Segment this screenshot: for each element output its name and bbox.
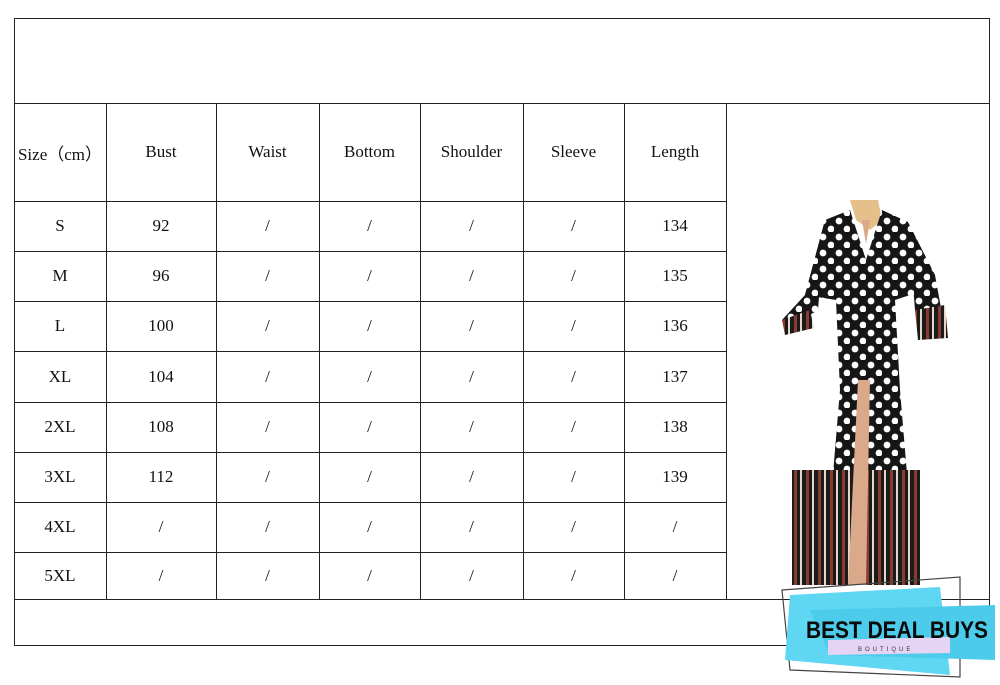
table-cell: / [469, 417, 474, 436]
table-cell: / [469, 216, 474, 235]
table-cell: / [672, 517, 678, 536]
model-dress-photo [782, 200, 948, 585]
table-border [319, 103, 320, 599]
table-cell: 139 [662, 467, 688, 486]
column-header: Size（cm） [17, 144, 103, 164]
table-cell: / [265, 565, 270, 585]
table-border [420, 103, 421, 599]
table-cell: 96 [152, 266, 170, 285]
table-border [14, 18, 15, 646]
table-cell: 112 [148, 467, 174, 486]
best-deal-buys-logo: BEST DEAL BUYS BOUTIQUE [781, 576, 995, 678]
table-cell: 104 [148, 366, 174, 386]
table-cell: / [571, 216, 576, 235]
table-cell: 136 [662, 316, 688, 335]
size-label: S [55, 216, 65, 235]
table-cell: / [571, 266, 576, 285]
table-border [106, 103, 107, 599]
table-cell: / [469, 467, 474, 486]
table-cell: / [571, 417, 576, 436]
table-border [216, 103, 217, 599]
table-border [14, 251, 727, 252]
table-cell: / [571, 565, 576, 585]
table-cell: / [571, 316, 576, 335]
table-cell: / [265, 216, 270, 235]
size-label: 2XL [44, 417, 76, 436]
table-cell: 138 [662, 417, 688, 436]
table-cell: / [469, 366, 474, 386]
table-border [14, 402, 727, 403]
size-label: 4XL [44, 517, 76, 536]
column-header: Length [650, 142, 700, 161]
table-cell: / [265, 517, 270, 536]
column-header: Waist [248, 142, 287, 161]
table-border [14, 502, 727, 503]
size-label: M [52, 266, 68, 285]
table-border [14, 103, 990, 104]
size-label: XL [48, 366, 72, 386]
table-cell: / [367, 366, 372, 386]
table-cell: / [367, 467, 372, 486]
table-cell: / [571, 517, 576, 536]
table-cell: 137 [662, 366, 688, 386]
table-border [14, 599, 990, 600]
table-cell: / [265, 417, 270, 436]
table-cell: / [265, 266, 270, 285]
table-border [14, 201, 727, 202]
table-cell: / [367, 517, 372, 536]
table-cell: 100 [148, 316, 174, 335]
size-label: 3XL [44, 467, 76, 486]
table-cell: / [265, 366, 270, 386]
table-cell: / [469, 517, 474, 536]
table-cell: / [367, 216, 372, 235]
table-cell: 134 [662, 216, 688, 235]
table-border [14, 351, 727, 352]
table-border [14, 18, 990, 19]
table-cell: 135 [662, 266, 688, 285]
logo-subtitle: BOUTIQUE [858, 647, 913, 653]
table-cell: / [571, 467, 576, 486]
table-border [523, 103, 524, 599]
table-cell: / [672, 565, 678, 585]
table-border [989, 18, 990, 646]
table-cell: 92 [152, 216, 170, 235]
size-label: 5XL [44, 565, 76, 585]
table-border [14, 645, 990, 646]
table-cell: / [367, 565, 372, 585]
table-cell: / [367, 417, 372, 436]
table-cell: / [367, 316, 372, 335]
table-cell: / [158, 517, 164, 536]
table-border [726, 103, 727, 599]
column-header: Shoulder [440, 142, 503, 161]
table-border [624, 103, 625, 599]
column-header: Bust [145, 142, 177, 161]
table-cell: / [469, 316, 474, 335]
table-cell: / [367, 266, 372, 285]
column-header: Sleeve [550, 142, 597, 161]
table-cell: 108 [148, 417, 174, 436]
table-cell: / [469, 266, 474, 285]
table-cell: / [265, 467, 270, 486]
table-cell: / [469, 565, 474, 585]
table-cell: / [158, 565, 164, 585]
table-border [14, 452, 727, 453]
column-header: Bottom [343, 142, 395, 161]
table-border [14, 552, 727, 553]
logo-title: BEST DEAL BUYS [806, 617, 988, 644]
size-label: L [54, 316, 66, 335]
table-border [14, 301, 727, 302]
table-cell: / [571, 366, 576, 386]
table-cell: / [265, 316, 270, 335]
